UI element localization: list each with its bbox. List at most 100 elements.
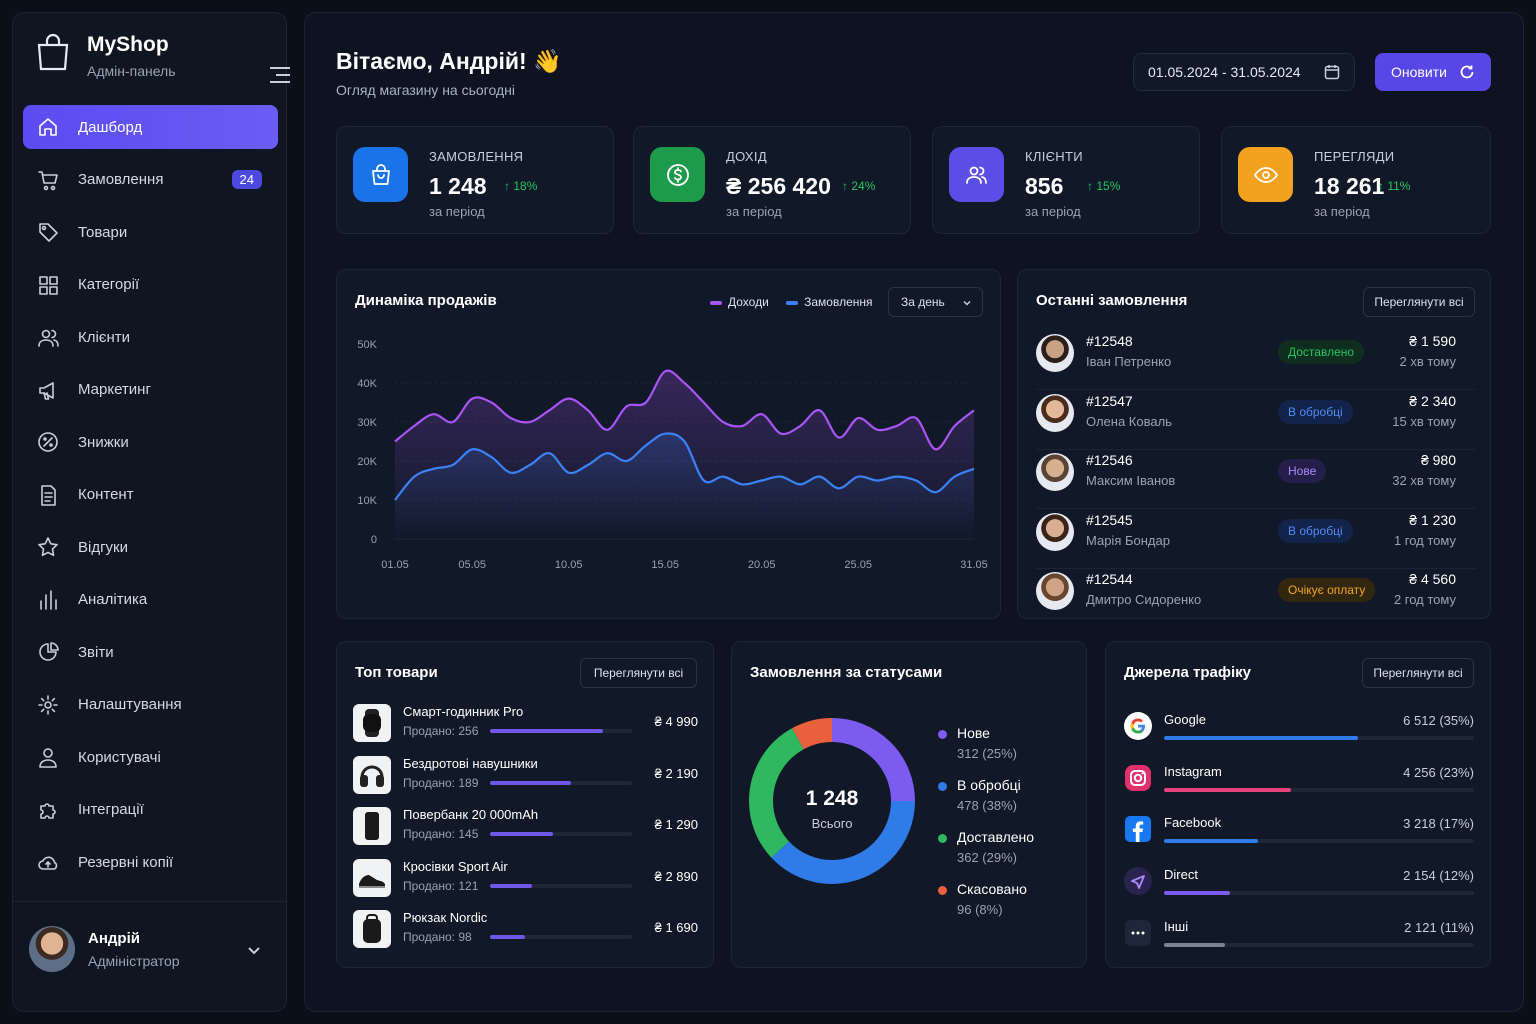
sidebar-item-percent[interactable]: Знижки (23, 420, 278, 464)
sidebar-item-megaphone[interactable]: Маркетинг (23, 368, 278, 412)
sidebar-item-label: Відгуки (78, 538, 129, 556)
source-name: Google (1164, 712, 1206, 727)
product-row[interactable]: Рюкзак Nordic Продано: 98 ₴ 1 690 (353, 910, 698, 952)
sidebar-item-user[interactable]: Користувачі (23, 735, 278, 779)
sidebar-item-users[interactable]: Клієнти (23, 315, 278, 359)
kpi-delta: ↑ 15% (1087, 179, 1121, 193)
period-select-value: За день (901, 295, 945, 309)
sidebar: MyShop Адмін-панель Дашборд Замовлення 24 Т… (12, 12, 290, 1012)
sales-progress-bar (490, 729, 632, 733)
brand[interactable]: MyShop Адмін-панель (35, 33, 290, 93)
smartwatch-icon (353, 704, 391, 742)
order-row[interactable]: #12546 Максим Іванов Нове ₴ 980 32 хв то… (1036, 449, 1476, 509)
sidebar-item-label: Користувачі (78, 748, 161, 766)
status-name: Нове (957, 725, 990, 741)
x-tick-label: 05.05 (458, 559, 486, 571)
gear-icon (37, 694, 59, 716)
sidebar-item-label: Клієнти (78, 328, 131, 346)
traffic-card: Джерела трафіку Переглянути всі Google 6… (1105, 641, 1491, 968)
sidebar-item-grid[interactable]: Категорії (23, 263, 278, 307)
tag-icon (37, 221, 59, 243)
kpi-label: ПЕРЕГЛЯДИ (1314, 149, 1395, 164)
sidebar-item-label: Товари (78, 223, 128, 241)
sidebar-item-puzzle[interactable]: Інтеграції (23, 788, 278, 832)
sidebar-item-bar-chart[interactable]: Аналітика (23, 578, 278, 622)
order-row[interactable]: #12544 Дмитро Сидоренко Очікує оплату ₴ … (1036, 568, 1476, 628)
users-icon (949, 147, 1004, 202)
order-row[interactable]: #12548 Іван Петренко Доставлено ₴ 1 590 … (1036, 330, 1476, 390)
status-donut-chart (749, 718, 915, 884)
view-all-orders-button[interactable]: Переглянути всі (1363, 287, 1475, 317)
avatar (1036, 393, 1074, 432)
sales-progress-fill (490, 883, 532, 888)
menu-toggle-icon[interactable] (268, 65, 292, 85)
source-name: Інші (1164, 918, 1189, 934)
donut-total-label: Всього (811, 816, 853, 831)
sidebar-item-label: Інтеграції (78, 801, 144, 818)
y-tick-label: 20K (357, 456, 377, 468)
view-all-products-button[interactable]: Переглянути всі (580, 658, 697, 688)
more-icon (1124, 919, 1152, 947)
sales-progress-bar (490, 883, 632, 888)
product-row[interactable]: Бездротові навушники Продано: 189 ₴ 2 19… (353, 755, 698, 798)
sidebar-item-cart[interactable]: Замовлення 24 (23, 158, 278, 202)
kpi-card-dollar[interactable]: ДОХІД ₴ 256 420 ↑ 24% за період (633, 126, 911, 234)
kpi-card-users[interactable]: КЛІЄНТИ 856 ↑ 15% за період (932, 126, 1200, 234)
avatar (1036, 572, 1074, 610)
user-name: Андрій (88, 930, 140, 947)
product-name: Смарт-годинник Pro (403, 704, 524, 719)
refresh-button[interactable]: Оновити (1375, 53, 1491, 91)
customer-name: Марія Бондар (1086, 532, 1170, 548)
sidebar-item-label: Дашборд (78, 118, 143, 136)
legend-orders[interactable]: Замовлення (786, 295, 873, 309)
arrow-up-icon: ↑ (504, 179, 510, 193)
product-row[interactable]: Кросівки Sport Air Продано: 121 ₴ 2 890 (353, 858, 698, 901)
sales-chart-title: Динаміка продажів (355, 292, 497, 309)
status-value: 96 (8%) (957, 902, 1003, 917)
status-value: 312 (25%) (957, 746, 1017, 761)
product-name: Повербанк 20 000mAh (403, 807, 539, 822)
product-row[interactable]: Смарт-годинник Pro Продано: 256 ₴ 4 990 (353, 704, 698, 746)
traffic-source-row[interactable]: Direct 2 154 (12%) (1124, 867, 1474, 911)
view-all-traffic-button[interactable]: Переглянути всі (1362, 658, 1474, 688)
kpi-card-eye[interactable]: ПЕРЕГЛЯДИ 18 261 ↑ 11% за період (1221, 126, 1491, 234)
traffic-source-row[interactable]: Facebook 3 218 (17%) (1124, 815, 1474, 859)
puzzle-icon (37, 799, 59, 821)
order-time: 15 хв тому (1392, 413, 1456, 429)
sidebar-item-tag[interactable]: Товари (23, 210, 278, 254)
product-sold: Продано: 189 (403, 775, 479, 790)
home-icon (37, 116, 59, 138)
date-range-picker[interactable]: 01.05.2024 - 31.05.2024 (1133, 53, 1355, 91)
traffic-source-row[interactable]: Instagram 4 256 (23%) (1124, 764, 1474, 808)
sidebar-item-pie-chart[interactable]: Звіти (23, 630, 278, 674)
orders-series-line (394, 432, 975, 501)
order-row[interactable]: #12545 Марія Бондар В обробці ₴ 1 230 1 … (1036, 509, 1476, 569)
sidebar-item-gear[interactable]: Налаштування (23, 683, 278, 727)
avatar (1036, 512, 1074, 551)
traffic-source-row[interactable]: Google 6 512 (35%) (1124, 712, 1474, 756)
kpi-card-shopping-bag[interactable]: ЗАМОВЛЕННЯ 1 248 ↑ 18% за період (336, 126, 614, 234)
order-time: 1 год тому (1393, 532, 1456, 548)
sidebar-item-label: Знижки (78, 433, 129, 451)
brand-name: MyShop (87, 33, 169, 56)
kpi-period: за період (1314, 204, 1370, 219)
x-tick-label: 25.05 (844, 559, 872, 571)
sidebar-item-document[interactable]: Контент (23, 473, 278, 517)
kpi-value: ₴ 256 420 (726, 173, 831, 199)
traffic-source-row[interactable]: Інші 2 121 (11%) (1124, 919, 1474, 963)
chevron-down-icon (963, 300, 971, 306)
sidebar-item-home[interactable]: Дашборд (23, 105, 278, 149)
product-row[interactable]: Повербанк 20 000mAh Продано: 145 ₴ 1 290 (353, 807, 698, 849)
sidebar-item-star[interactable]: Відгуки (23, 525, 278, 569)
kpi-value: 1 248 (429, 173, 487, 199)
instagram-icon (1124, 764, 1152, 792)
user-profile[interactable]: Андрій Адміністратор (13, 901, 286, 1011)
order-row[interactable]: #12547 Олена Коваль В обробці ₴ 2 340 15… (1036, 390, 1476, 450)
sidebar-item-cloud[interactable]: Резервні копії (23, 840, 278, 884)
sidebar-nav: Дашборд Замовлення 24 Товари Категорії Клієнт… (23, 105, 278, 893)
product-sold: Продано: 121 (403, 878, 479, 893)
status-title: Замовлення за статусами (750, 664, 943, 681)
legend-income[interactable]: Доходи (710, 295, 769, 309)
chevron-down-icon[interactable] (246, 942, 262, 958)
period-select[interactable]: За день (888, 287, 983, 317)
